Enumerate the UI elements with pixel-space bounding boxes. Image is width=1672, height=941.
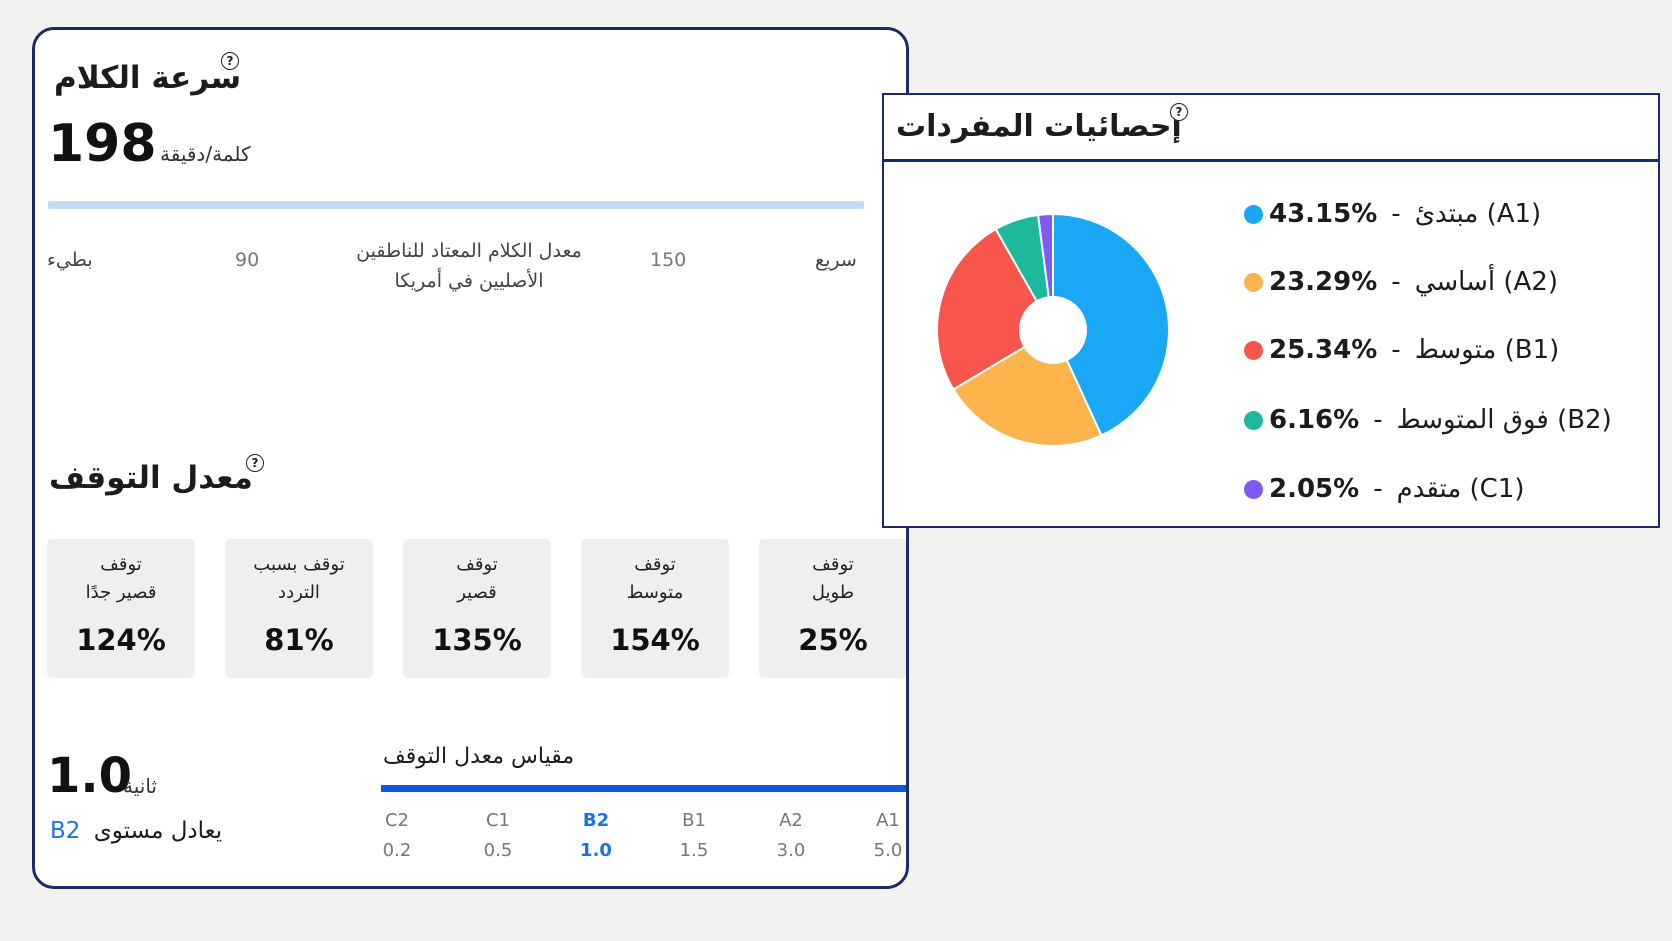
scale-native-label: معدل الكلام المعتاد للناطقين الأصليين في… xyxy=(335,236,603,296)
help-icon[interactable]: ? xyxy=(1170,103,1188,121)
legend-item-a1: 43.15% - مبتدئ (A1) xyxy=(1244,197,1541,231)
pie-slice-2 xyxy=(936,227,1055,391)
legend-label: متوسط (B1) xyxy=(1414,335,1560,365)
scale-slow-label: بطيء xyxy=(47,249,93,271)
scale-native-line2: الأصليين في أمريكا xyxy=(394,270,544,292)
equivalent-level: B2 يعادل مستوى xyxy=(50,818,222,844)
equivalent-level-label: يعادل مستوى xyxy=(93,818,223,844)
legend-percent: 6.16% xyxy=(1269,405,1360,435)
pause-box-label: توقف بسبب التردد xyxy=(253,554,345,603)
legend-dot xyxy=(1244,479,1263,499)
level-c2-value: 0.2 xyxy=(382,840,412,861)
legend-label: فوق المتوسط (B2) xyxy=(1396,405,1612,435)
speech-stats-card: سرعة الكلام ? 198 كلمة/دقيقة بطيء 90 معد… xyxy=(32,27,909,889)
level-c2: C2 xyxy=(384,810,410,831)
legend-item-b2: 6.16% - فوق المتوسط (B2) xyxy=(1244,403,1612,437)
speech-rate-unit: كلمة/دقيقة xyxy=(160,142,251,166)
legend-percent: 25.34% xyxy=(1269,335,1378,365)
pause-box-very-short: توقف قصير جدًا 124% xyxy=(47,539,195,678)
scale-fast-label: سريع xyxy=(815,249,857,271)
vocabulary-header: إحصائيات المفردات ? xyxy=(884,95,1658,162)
legend-separator: - xyxy=(1373,474,1383,504)
pie-slice-0 xyxy=(1052,212,1170,437)
vocabulary-stats-card: إحصائيات المفردات ? 43.15% - مبتدئ (A1) … xyxy=(882,93,1660,528)
pause-rate-title: معدل التوقف xyxy=(49,460,253,496)
level-a1-value: 5.0 xyxy=(873,840,903,861)
legend-item-a2: 23.29% - أساسي (A2) xyxy=(1244,265,1558,299)
speech-rate-bar xyxy=(48,201,864,209)
pause-box-label: توقف قصير جدًا xyxy=(85,554,157,603)
pause-box-label: توقف طويل xyxy=(811,554,855,603)
legend-dot xyxy=(1244,272,1263,292)
level-b2-value: 1.0 xyxy=(580,840,612,861)
legend-dot xyxy=(1244,410,1263,430)
level-c1: C1 xyxy=(485,810,511,831)
speech-rate-title: سرعة الكلام xyxy=(54,60,242,96)
pause-box-medium: توقف متوسط 154% xyxy=(581,539,729,678)
help-icon[interactable]: ? xyxy=(221,52,239,70)
pause-box-value: 81% xyxy=(264,623,334,657)
pause-box-label: توقف قصير xyxy=(456,554,498,603)
scale-native-line1: معدل الكلام المعتاد للناطقين xyxy=(356,240,582,262)
legend-percent: 23.29% xyxy=(1269,267,1378,297)
legend-percent: 2.05% xyxy=(1269,474,1360,504)
scale-slow-threshold: 90 xyxy=(235,249,260,271)
legend-dot xyxy=(1244,204,1263,224)
legend-label: متقدم (C1) xyxy=(1396,474,1525,504)
pause-box-value: 25% xyxy=(798,623,868,657)
level-a2-value: 3.0 xyxy=(776,840,806,861)
level-c1-value: 0.5 xyxy=(483,840,513,861)
speech-rate-value: 198 xyxy=(48,114,157,174)
legend-separator: - xyxy=(1391,199,1401,229)
donut-hole xyxy=(1019,296,1087,364)
pause-scale-bar xyxy=(381,785,906,792)
pause-seconds-unit: ثانية xyxy=(123,774,157,798)
vocabulary-title: إحصائيات المفردات xyxy=(896,109,1182,144)
equivalent-level-value: B2 xyxy=(50,818,81,844)
legend-separator: - xyxy=(1373,405,1383,435)
legend-separator: - xyxy=(1391,335,1401,365)
vocabulary-pie-chart xyxy=(936,212,1170,447)
pause-box-short: توقف قصير 135% xyxy=(403,539,551,678)
pause-box-value: 135% xyxy=(432,623,522,657)
pause-box-value: 154% xyxy=(610,623,700,657)
pause-scale-title: مقياس معدل التوقف xyxy=(383,744,575,769)
pause-seconds-value: 1.0 xyxy=(47,748,133,804)
legend-dot xyxy=(1244,340,1263,360)
level-b2: B2 xyxy=(582,810,610,831)
pause-box-label: توقف متوسط xyxy=(626,554,684,603)
pause-box-long: توقف طويل 25% xyxy=(759,539,906,678)
level-b1-value: 1.5 xyxy=(679,840,709,861)
level-a2: A2 xyxy=(779,810,803,831)
legend-item-c1: 2.05% - متقدم (C1) xyxy=(1244,472,1525,506)
pause-box-hesitation: توقف بسبب التردد 81% xyxy=(225,539,373,678)
legend-label: أساسي (A2) xyxy=(1414,267,1558,297)
help-icon[interactable]: ? xyxy=(246,454,264,472)
legend-percent: 43.15% xyxy=(1269,199,1378,229)
legend-item-b1: 25.34% - متوسط (B1) xyxy=(1244,333,1559,367)
level-a1: A1 xyxy=(876,810,900,831)
legend-label: مبتدئ (A1) xyxy=(1414,199,1542,229)
legend-separator: - xyxy=(1391,267,1401,297)
scale-fast-threshold: 150 xyxy=(650,249,687,271)
pause-box-value: 124% xyxy=(76,623,166,657)
level-b1: B1 xyxy=(682,810,706,831)
